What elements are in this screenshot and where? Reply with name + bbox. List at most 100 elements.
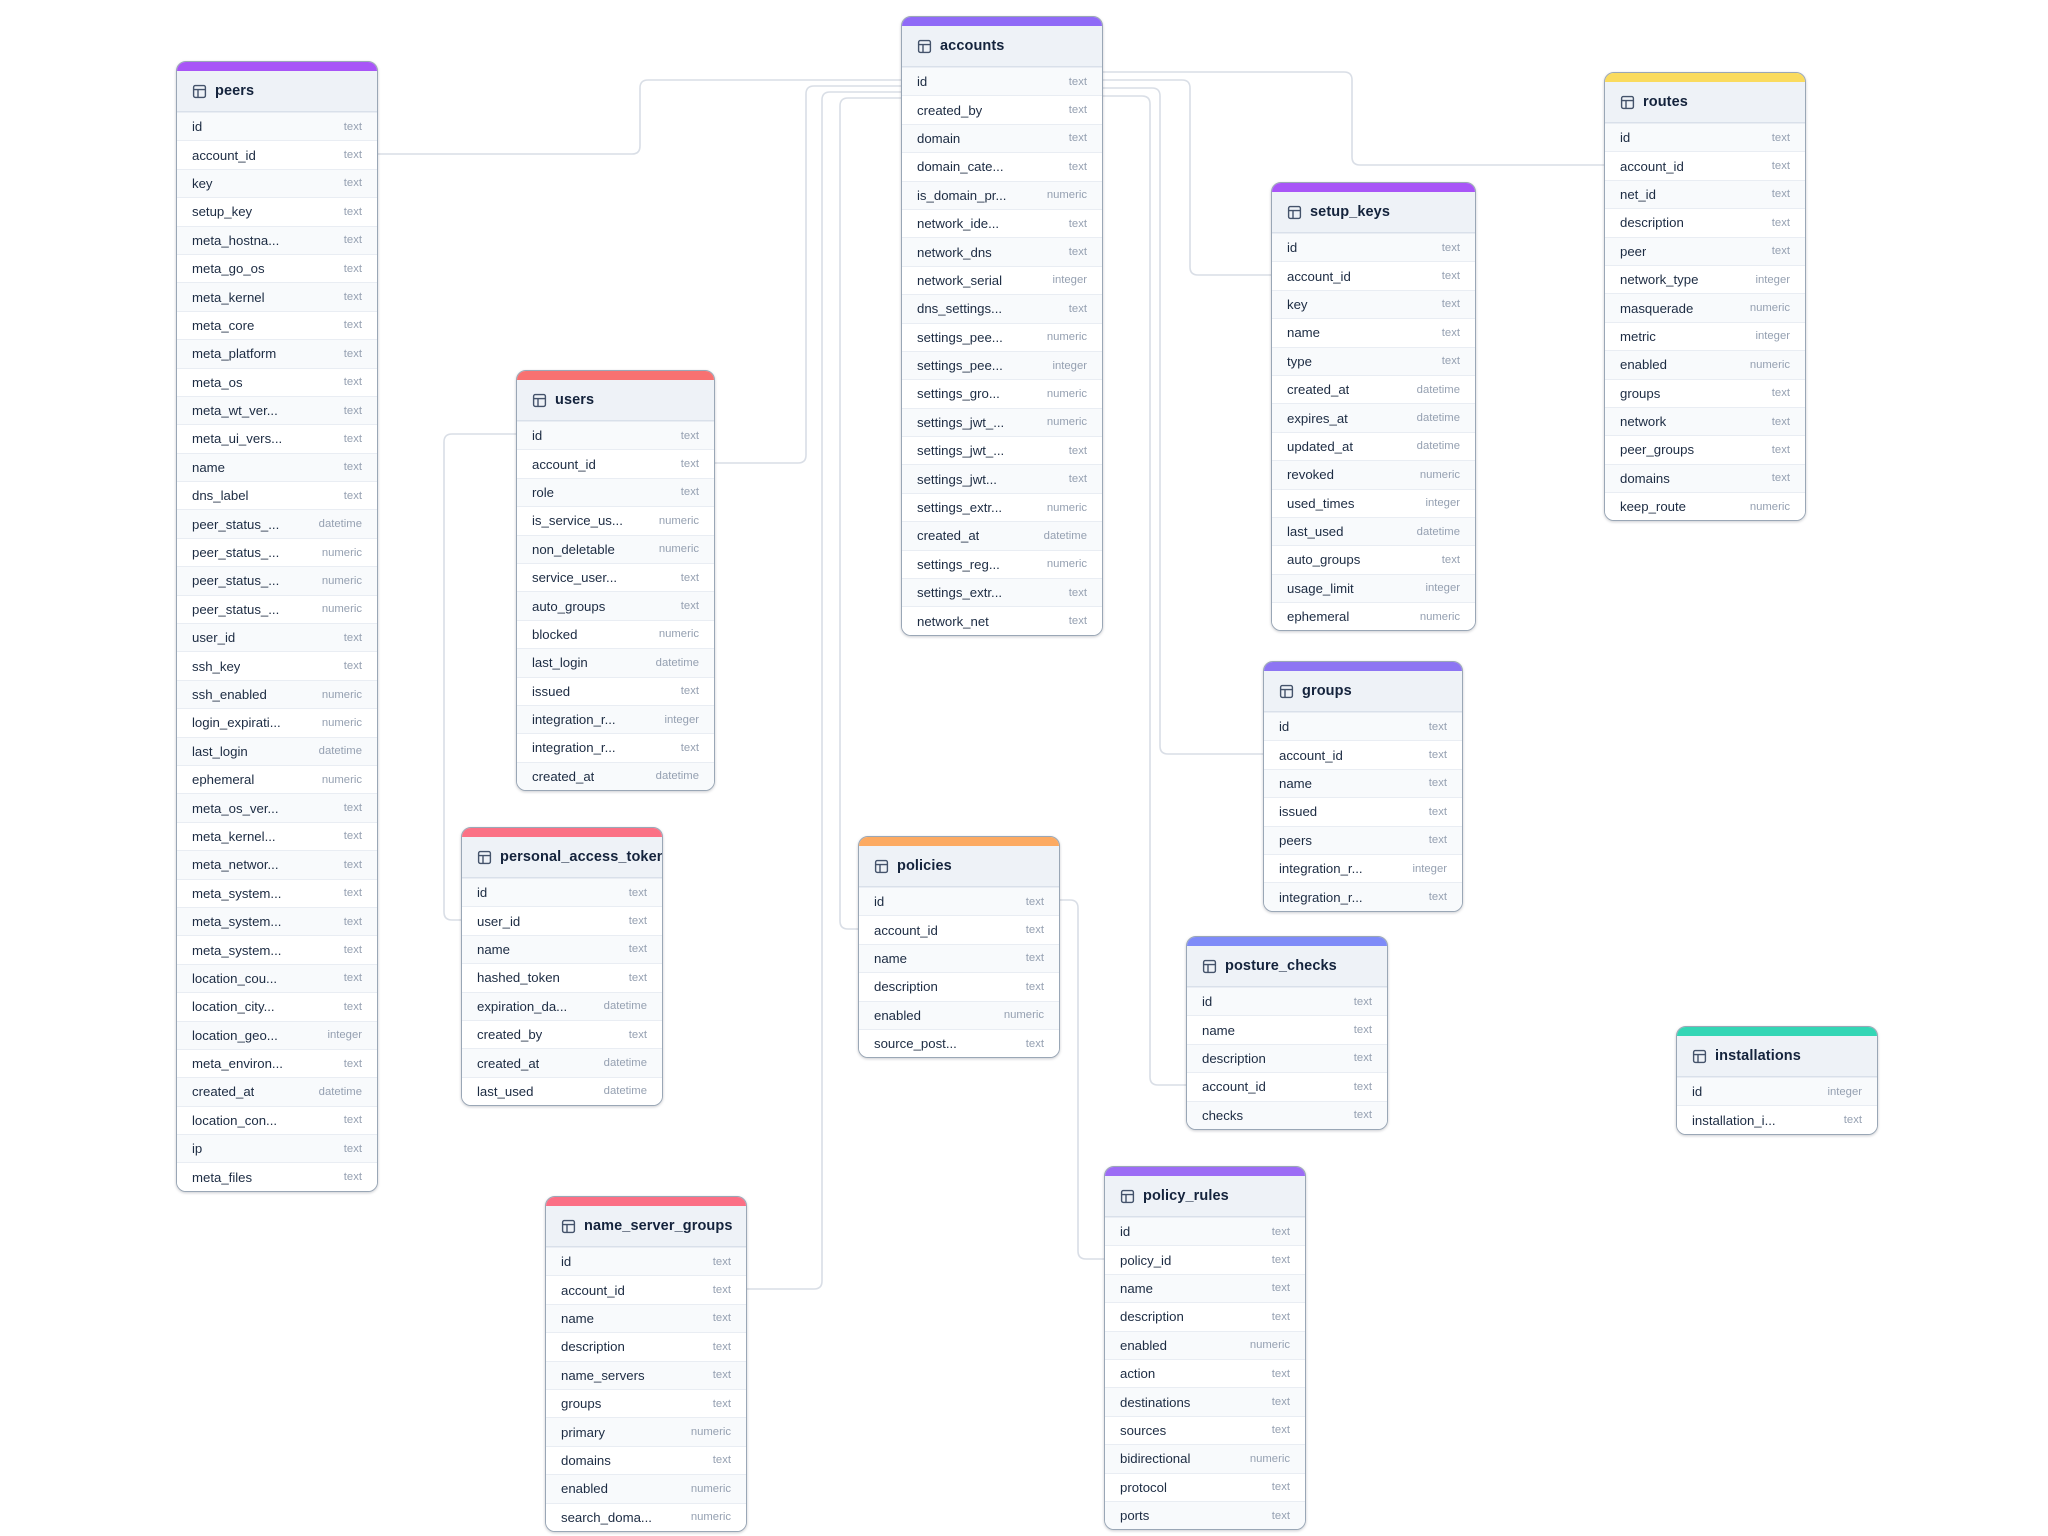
field-row-peers-22[interactable]: last_login datetime xyxy=(177,736,377,765)
field-row-accounts-5[interactable]: network_ide... text xyxy=(902,208,1102,238)
field-row-groups-3[interactable]: issued text xyxy=(1264,797,1462,826)
field-row-name_server_groups-5[interactable]: groups text xyxy=(546,1388,746,1418)
field-row-users-6[interactable]: auto_groups text xyxy=(517,591,714,620)
field-row-accounts-9[interactable]: settings_pee... numeric xyxy=(902,322,1102,351)
field-row-peers-16[interactable]: peer_status_... numeric xyxy=(177,566,377,595)
table-card-routes[interactable]: routes id text account_id text net_id text desc… xyxy=(1604,72,1806,522)
table-card-users[interactable]: users id text account_id text role text is_serv… xyxy=(516,370,715,792)
field-row-routes-11[interactable]: peer_groups text xyxy=(1605,435,1805,464)
field-row-accounts-0[interactable]: id text xyxy=(902,67,1102,96)
field-row-setup_keys-9[interactable]: used_times integer xyxy=(1272,488,1475,517)
table-header-groups[interactable]: groups xyxy=(1264,671,1462,712)
field-row-personal_access_tokens-5[interactable]: created_by text xyxy=(462,1019,662,1049)
field-row-policy_rules-10[interactable]: ports text xyxy=(1105,1500,1305,1530)
field-row-groups-5[interactable]: integration_r... integer xyxy=(1264,853,1462,883)
field-row-setup_keys-12[interactable]: usage_limit integer xyxy=(1272,573,1475,603)
field-row-setup_keys-0[interactable]: id text xyxy=(1272,233,1475,262)
field-row-users-0[interactable]: id text xyxy=(517,421,714,450)
field-row-peers-2[interactable]: key text xyxy=(177,168,377,198)
table-header-personal_access_tokens[interactable]: personal_access_tokens xyxy=(462,837,662,878)
field-row-personal_access_tokens-6[interactable]: created_at datetime xyxy=(462,1048,662,1077)
field-row-accounts-7[interactable]: network_serial integer xyxy=(902,265,1102,295)
table-card-name_server_groups[interactable]: name_server_groups id text account_id text na… xyxy=(545,1196,747,1532)
field-row-setup_keys-7[interactable]: updated_at datetime xyxy=(1272,431,1475,461)
table-header-installations[interactable]: installations xyxy=(1677,1036,1877,1077)
field-row-users-8[interactable]: last_login datetime xyxy=(517,648,714,677)
field-row-accounts-11[interactable]: settings_gro... numeric xyxy=(902,379,1102,408)
field-row-peers-37[interactable]: meta_files text xyxy=(177,1162,377,1191)
field-row-users-11[interactable]: integration_r... text xyxy=(517,733,714,762)
field-row-peers-13[interactable]: dns_label text xyxy=(177,481,377,510)
field-row-routes-9[interactable]: groups text xyxy=(1605,378,1805,407)
field-row-accounts-17[interactable]: settings_reg... numeric xyxy=(902,549,1102,579)
table-header-policy_rules[interactable]: policy_rules xyxy=(1105,1176,1305,1217)
table-card-policies[interactable]: policies id text account_id text name text desc… xyxy=(858,836,1060,1059)
field-row-policy_rules-3[interactable]: description text xyxy=(1105,1302,1305,1331)
field-row-peers-9[interactable]: meta_os text xyxy=(177,367,377,396)
field-row-personal_access_tokens-1[interactable]: user_id text xyxy=(462,906,662,935)
field-row-groups-1[interactable]: account_id text xyxy=(1264,740,1462,769)
field-row-routes-4[interactable]: peer text xyxy=(1605,236,1805,265)
field-row-policy_rules-5[interactable]: action text xyxy=(1105,1358,1305,1388)
field-row-peers-27[interactable]: meta_system... text xyxy=(177,878,377,907)
field-row-accounts-16[interactable]: created_at datetime xyxy=(902,521,1102,550)
field-row-accounts-19[interactable]: network_net text xyxy=(902,606,1102,635)
field-row-posture_checks-2[interactable]: description text xyxy=(1187,1043,1387,1073)
field-row-users-2[interactable]: role text xyxy=(517,477,714,507)
field-row-setup_keys-5[interactable]: created_at datetime xyxy=(1272,374,1475,404)
field-row-setup_keys-13[interactable]: ephemeral numeric xyxy=(1272,602,1475,631)
field-row-posture_checks-4[interactable]: checks text xyxy=(1187,1100,1387,1129)
field-row-routes-2[interactable]: net_id text xyxy=(1605,179,1805,209)
table-card-peers[interactable]: peers id text account_id text key text setup_ke… xyxy=(176,61,378,1192)
field-row-installations-0[interactable]: id integer xyxy=(1677,1077,1877,1106)
field-row-personal_access_tokens-7[interactable]: last_used datetime xyxy=(462,1076,662,1106)
field-row-policy_rules-9[interactable]: protocol text xyxy=(1105,1472,1305,1501)
field-row-posture_checks-1[interactable]: name text xyxy=(1187,1015,1387,1044)
field-row-personal_access_tokens-3[interactable]: hashed_token text xyxy=(462,963,662,992)
table-card-groups[interactable]: groups id text account_id text name text issued… xyxy=(1263,661,1463,912)
field-row-policies-3[interactable]: description text xyxy=(859,972,1059,1001)
field-row-routes-1[interactable]: account_id text xyxy=(1605,151,1805,180)
field-row-routes-10[interactable]: network text xyxy=(1605,406,1805,436)
field-row-posture_checks-3[interactable]: account_id text xyxy=(1187,1072,1387,1101)
field-row-users-4[interactable]: non_deletable numeric xyxy=(517,534,714,563)
field-row-users-9[interactable]: issued text xyxy=(517,676,714,705)
field-row-name_server_groups-6[interactable]: primary numeric xyxy=(546,1417,746,1446)
field-row-peers-17[interactable]: peer_status_... numeric xyxy=(177,594,377,624)
table-card-policy_rules[interactable]: policy_rules id text policy_id text name text d… xyxy=(1104,1166,1306,1531)
field-row-policy_rules-6[interactable]: destinations text xyxy=(1105,1387,1305,1416)
field-row-personal_access_tokens-2[interactable]: name text xyxy=(462,934,662,964)
field-row-peers-15[interactable]: peer_status_... numeric xyxy=(177,537,377,567)
field-row-peers-7[interactable]: meta_core text xyxy=(177,310,377,340)
field-row-peers-14[interactable]: peer_status_... datetime xyxy=(177,509,377,538)
field-row-name_server_groups-0[interactable]: id text xyxy=(546,1247,746,1276)
field-row-installations-1[interactable]: installation_i... text xyxy=(1677,1105,1877,1134)
field-row-setup_keys-3[interactable]: name text xyxy=(1272,318,1475,347)
field-row-peers-5[interactable]: meta_go_os text xyxy=(177,253,377,283)
field-row-users-10[interactable]: integration_r... integer xyxy=(517,704,714,734)
field-row-groups-2[interactable]: name text xyxy=(1264,768,1462,798)
field-row-name_server_groups-4[interactable]: name_servers text xyxy=(546,1360,746,1389)
field-row-accounts-18[interactable]: settings_extr... text xyxy=(902,578,1102,607)
field-row-accounts-14[interactable]: settings_jwt... text xyxy=(902,464,1102,493)
field-row-groups-0[interactable]: id text xyxy=(1264,712,1462,741)
field-row-users-1[interactable]: account_id text xyxy=(517,449,714,478)
field-row-routes-3[interactable]: description text xyxy=(1605,208,1805,237)
field-row-peers-8[interactable]: meta_platform text xyxy=(177,339,377,368)
field-row-accounts-12[interactable]: settings_jwt_... numeric xyxy=(902,407,1102,437)
field-row-peers-23[interactable]: ephemeral numeric xyxy=(177,764,377,794)
table-card-personal_access_tokens[interactable]: personal_access_tokens id text user_id text n… xyxy=(461,827,663,1107)
field-row-peers-0[interactable]: id text xyxy=(177,112,377,141)
table-header-peers[interactable]: peers xyxy=(177,71,377,112)
table-header-accounts[interactable]: accounts xyxy=(902,26,1102,67)
field-row-accounts-8[interactable]: dns_settings... text xyxy=(902,294,1102,323)
table-header-posture_checks[interactable]: posture_checks xyxy=(1187,946,1387,987)
field-row-accounts-3[interactable]: domain_cate... text xyxy=(902,152,1102,181)
field-row-peers-1[interactable]: account_id text xyxy=(177,140,377,169)
field-row-peers-32[interactable]: location_geo... integer xyxy=(177,1020,377,1049)
field-row-policies-5[interactable]: source_post... text xyxy=(859,1028,1059,1058)
field-row-peers-11[interactable]: meta_ui_vers... text xyxy=(177,424,377,453)
field-row-personal_access_tokens-0[interactable]: id text xyxy=(462,878,662,907)
field-row-setup_keys-6[interactable]: expires_at datetime xyxy=(1272,403,1475,432)
field-row-name_server_groups-1[interactable]: account_id text xyxy=(546,1275,746,1304)
